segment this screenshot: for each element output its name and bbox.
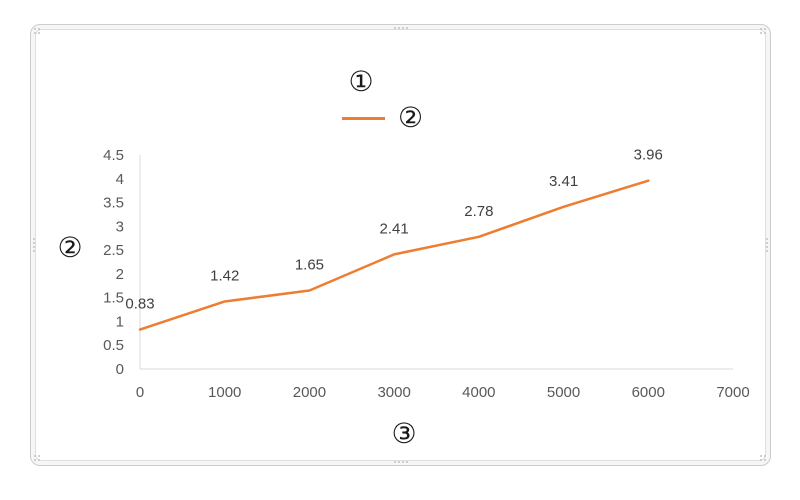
svg-text:3: 3 [116, 218, 124, 235]
svg-text:2: 2 [116, 266, 124, 283]
svg-text:1: 1 [116, 313, 124, 330]
svg-text:4.5: 4.5 [103, 147, 124, 164]
svg-text:7000: 7000 [716, 384, 749, 401]
svg-text:3000: 3000 [377, 384, 410, 401]
svg-text:1000: 1000 [208, 384, 241, 401]
svg-text:2.41: 2.41 [380, 220, 409, 237]
svg-text:1.42: 1.42 [210, 267, 239, 284]
svg-text:1.5: 1.5 [103, 290, 124, 307]
resize-handle-bottom-left[interactable] [34, 455, 36, 457]
svg-text:0.83: 0.83 [125, 296, 154, 313]
resize-handle-top-right[interactable] [760, 28, 762, 30]
chart-title[interactable]: ① [348, 66, 374, 97]
chart-area[interactable] [35, 29, 766, 461]
svg-text:2.5: 2.5 [103, 242, 124, 259]
chart-object[interactable] [30, 24, 771, 466]
svg-text:3.5: 3.5 [103, 195, 124, 212]
svg-text:4: 4 [116, 171, 124, 188]
svg-text:0.5: 0.5 [103, 337, 124, 354]
svg-text:1.65: 1.65 [295, 257, 324, 274]
svg-text:3.96: 3.96 [634, 147, 663, 164]
y-axis-title[interactable]: ② [57, 232, 83, 263]
svg-text:6000: 6000 [632, 384, 665, 401]
legend-entry-label: ② [398, 102, 424, 133]
svg-text:0: 0 [136, 384, 144, 401]
resize-handle-right[interactable] [766, 238, 768, 240]
legend[interactable]: ② [342, 99, 423, 137]
resize-handle-bottom-right[interactable] [760, 455, 762, 457]
legend-key-line [342, 116, 385, 120]
x-axis-title[interactable]: ③ [391, 418, 417, 449]
svg-text:4000: 4000 [462, 384, 495, 401]
resize-handle-bottom[interactable] [394, 461, 396, 463]
svg-text:0: 0 [116, 361, 124, 378]
svg-text:3.41: 3.41 [549, 173, 578, 190]
svg-text:5000: 5000 [547, 384, 580, 401]
resize-handle-top[interactable] [394, 27, 396, 29]
resize-handle-left[interactable] [33, 238, 35, 240]
svg-text:2.78: 2.78 [464, 203, 493, 220]
resize-handle-top-left[interactable] [34, 28, 36, 30]
svg-text:2000: 2000 [293, 384, 326, 401]
